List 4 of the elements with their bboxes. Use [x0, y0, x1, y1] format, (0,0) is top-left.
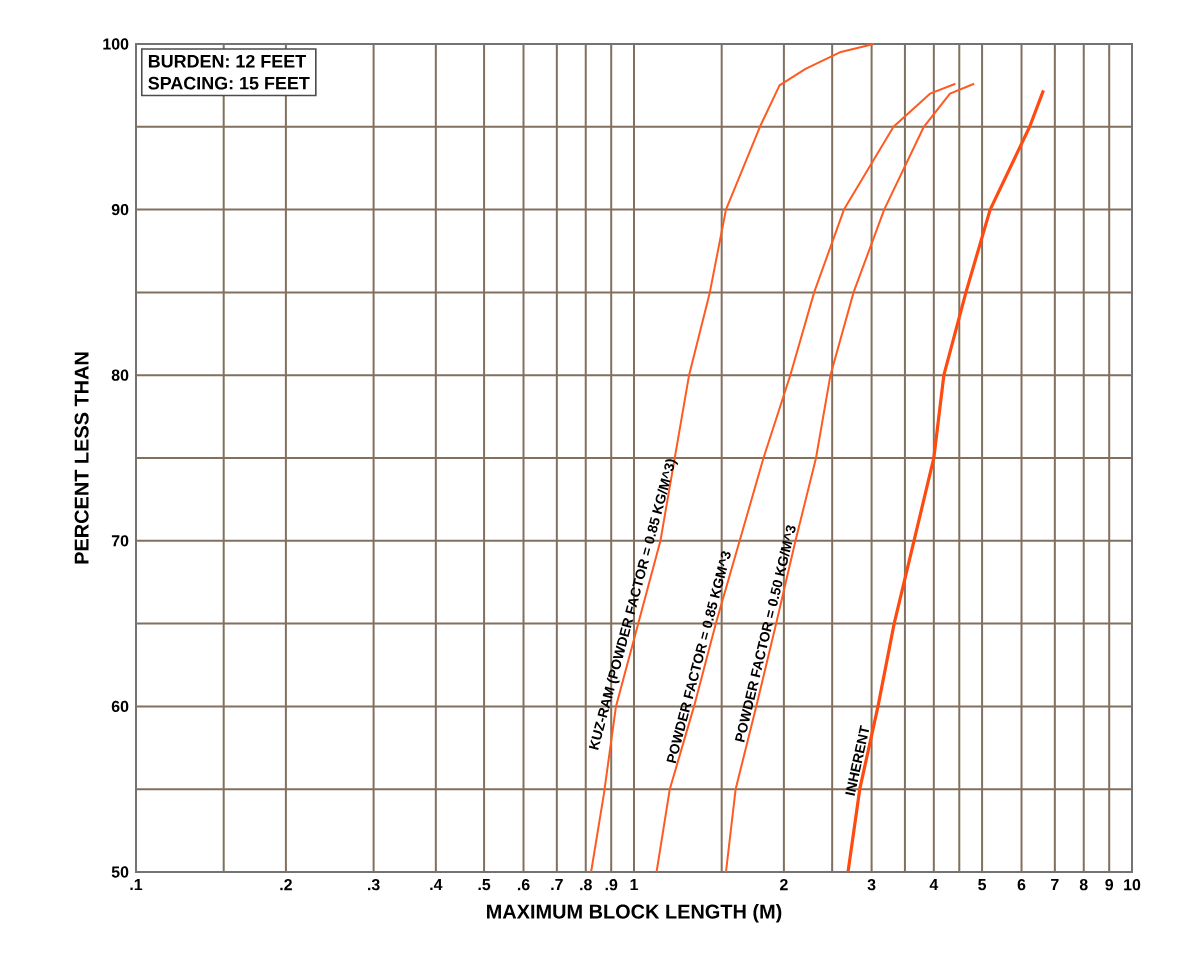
annotation: BURDEN: 12 FEET	[148, 54, 306, 68]
x-axis-title: MAXIMUM BLOCK LENGTH (M)	[487, 904, 782, 923]
y-axis-title: PERCENT LESS THAN	[74, 352, 89, 564]
annotation: SPACING: 15 FEET	[148, 76, 310, 90]
